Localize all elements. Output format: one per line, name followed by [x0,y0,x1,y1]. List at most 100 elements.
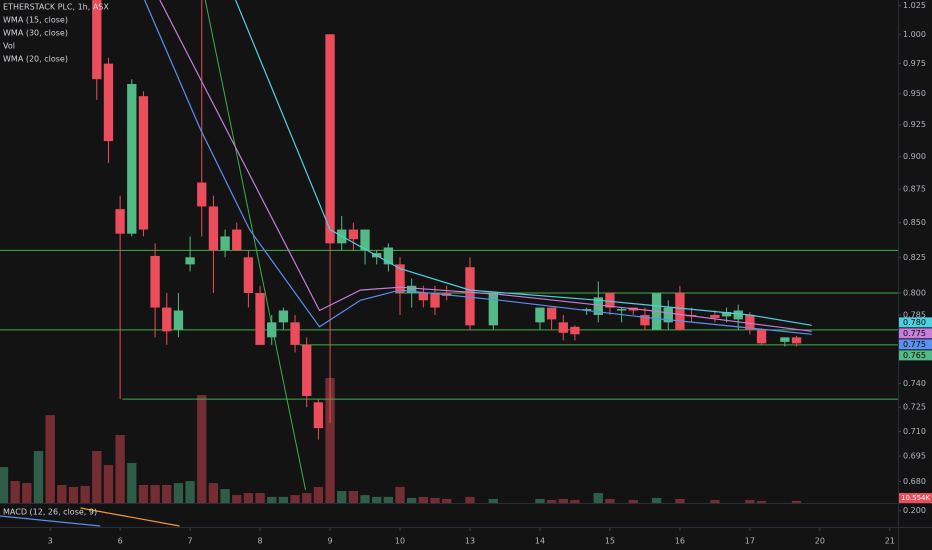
candle-body [570,326,580,335]
x-tick-label: 13 [465,537,475,546]
candle-body [92,0,102,80]
price-label-box [899,350,932,361]
y-tick-label: 0.725 [903,403,926,412]
candle-body [232,229,242,251]
candle-body [395,264,405,294]
volume-bar [138,484,149,503]
volume-bar [407,497,417,503]
macd-legend: MACD (12, 26, close, 9) [3,508,97,517]
volume-bar [127,463,137,503]
candle-body [150,255,160,308]
candle-body [302,344,312,397]
price-label-box [899,339,932,350]
price-label: 0.765 [903,351,926,360]
candle-body [640,314,650,326]
candle-body [465,267,475,326]
candle-body [780,337,790,342]
macd-line [0,515,101,527]
y-tick-label: 0.925 [903,120,926,129]
candle-body [162,307,172,332]
candle-body [535,307,545,323]
volume-bar [651,497,662,503]
wma-line [144,0,812,335]
candle-body [138,96,149,230]
price-label-box [899,317,932,328]
volume-bar [348,491,359,503]
candle-body [710,314,720,318]
y-tick-label: 0.710 [903,427,926,436]
candle-body [488,293,498,326]
volume-bar [162,484,172,503]
y-tick-label: 1.025 [903,1,926,10]
candle-body [127,84,137,234]
volume-label: 10.554K [901,494,930,502]
axes: 1.025 1.000 0.975 0.950 0.925 0.900 0.875 0.850… [48,1,932,546]
candle-body [721,312,732,317]
x-tick-label: 16 [675,537,685,546]
volume-bar [92,451,102,503]
macd-tick-label: 0.200 [903,506,926,515]
volume-bar [395,486,405,503]
candle-body [430,293,440,308]
price-label: 0.775 [903,340,926,349]
volume-bar [570,499,580,503]
volume-bar [45,415,55,503]
candle-body [115,209,125,234]
candle-body [208,206,219,251]
volume-bar [255,493,265,503]
y-tick-label: 0.800 [903,289,926,298]
legend: ETHERSTACK PLC, 1h, ASX WMA (15, close) … [3,3,109,517]
volume-bar [243,493,254,503]
volume-bar [442,498,452,503]
legend-entry: WMA (20, close) [3,55,68,64]
volume-bar [68,486,79,503]
candle-body [278,310,289,323]
volume-bar [185,481,195,503]
volume-bar [710,499,720,503]
volume-bar [383,496,394,503]
volume-bar [220,488,230,503]
legend-entry: Vol [3,42,15,51]
x-tick-label: 14 [535,537,545,546]
volume-bar [80,485,90,503]
volume-bar [57,484,67,503]
candle-body [173,310,184,330]
candle-body [197,182,207,207]
x-tick-label: 8 [258,537,263,546]
volume-bar [418,496,429,503]
volume-bar [372,496,382,503]
candle-body [348,229,359,240]
x-tick-label: 10 [395,537,405,546]
legend-entry: WMA (15, close) [3,16,68,25]
volume-bar [115,434,125,503]
volume-bar [465,496,475,503]
candle-body [103,63,114,142]
volume-bar [605,498,615,503]
volume-bar [791,500,802,503]
x-tick-label: 17 [745,537,755,546]
y-tick-label: 0.785 [903,310,926,319]
volume-bar [150,484,160,503]
volume-label-box [899,493,932,503]
y-tick-label: 0.695 [903,452,926,461]
x-tick-label: 20 [815,537,825,546]
candle-body [605,293,615,308]
candle-body [325,34,335,244]
x-tick-label: 7 [188,537,193,546]
volume-bar [593,493,603,503]
y-tick-label: 0.740 [903,379,926,388]
volume-bar [33,451,44,503]
candle-body [243,257,254,294]
x-tick-label: 21 [885,537,895,546]
candle-body [616,309,627,311]
trend-line [204,0,307,491]
volume-bar [290,495,300,503]
volume-bar [103,465,114,503]
volume-bar [10,481,20,503]
volume-bar [0,467,9,503]
volume-bar [675,498,685,503]
price-label-box [899,328,932,339]
y-tick-label: 0.850 [903,218,926,227]
x-tick-label: 9 [327,537,332,546]
